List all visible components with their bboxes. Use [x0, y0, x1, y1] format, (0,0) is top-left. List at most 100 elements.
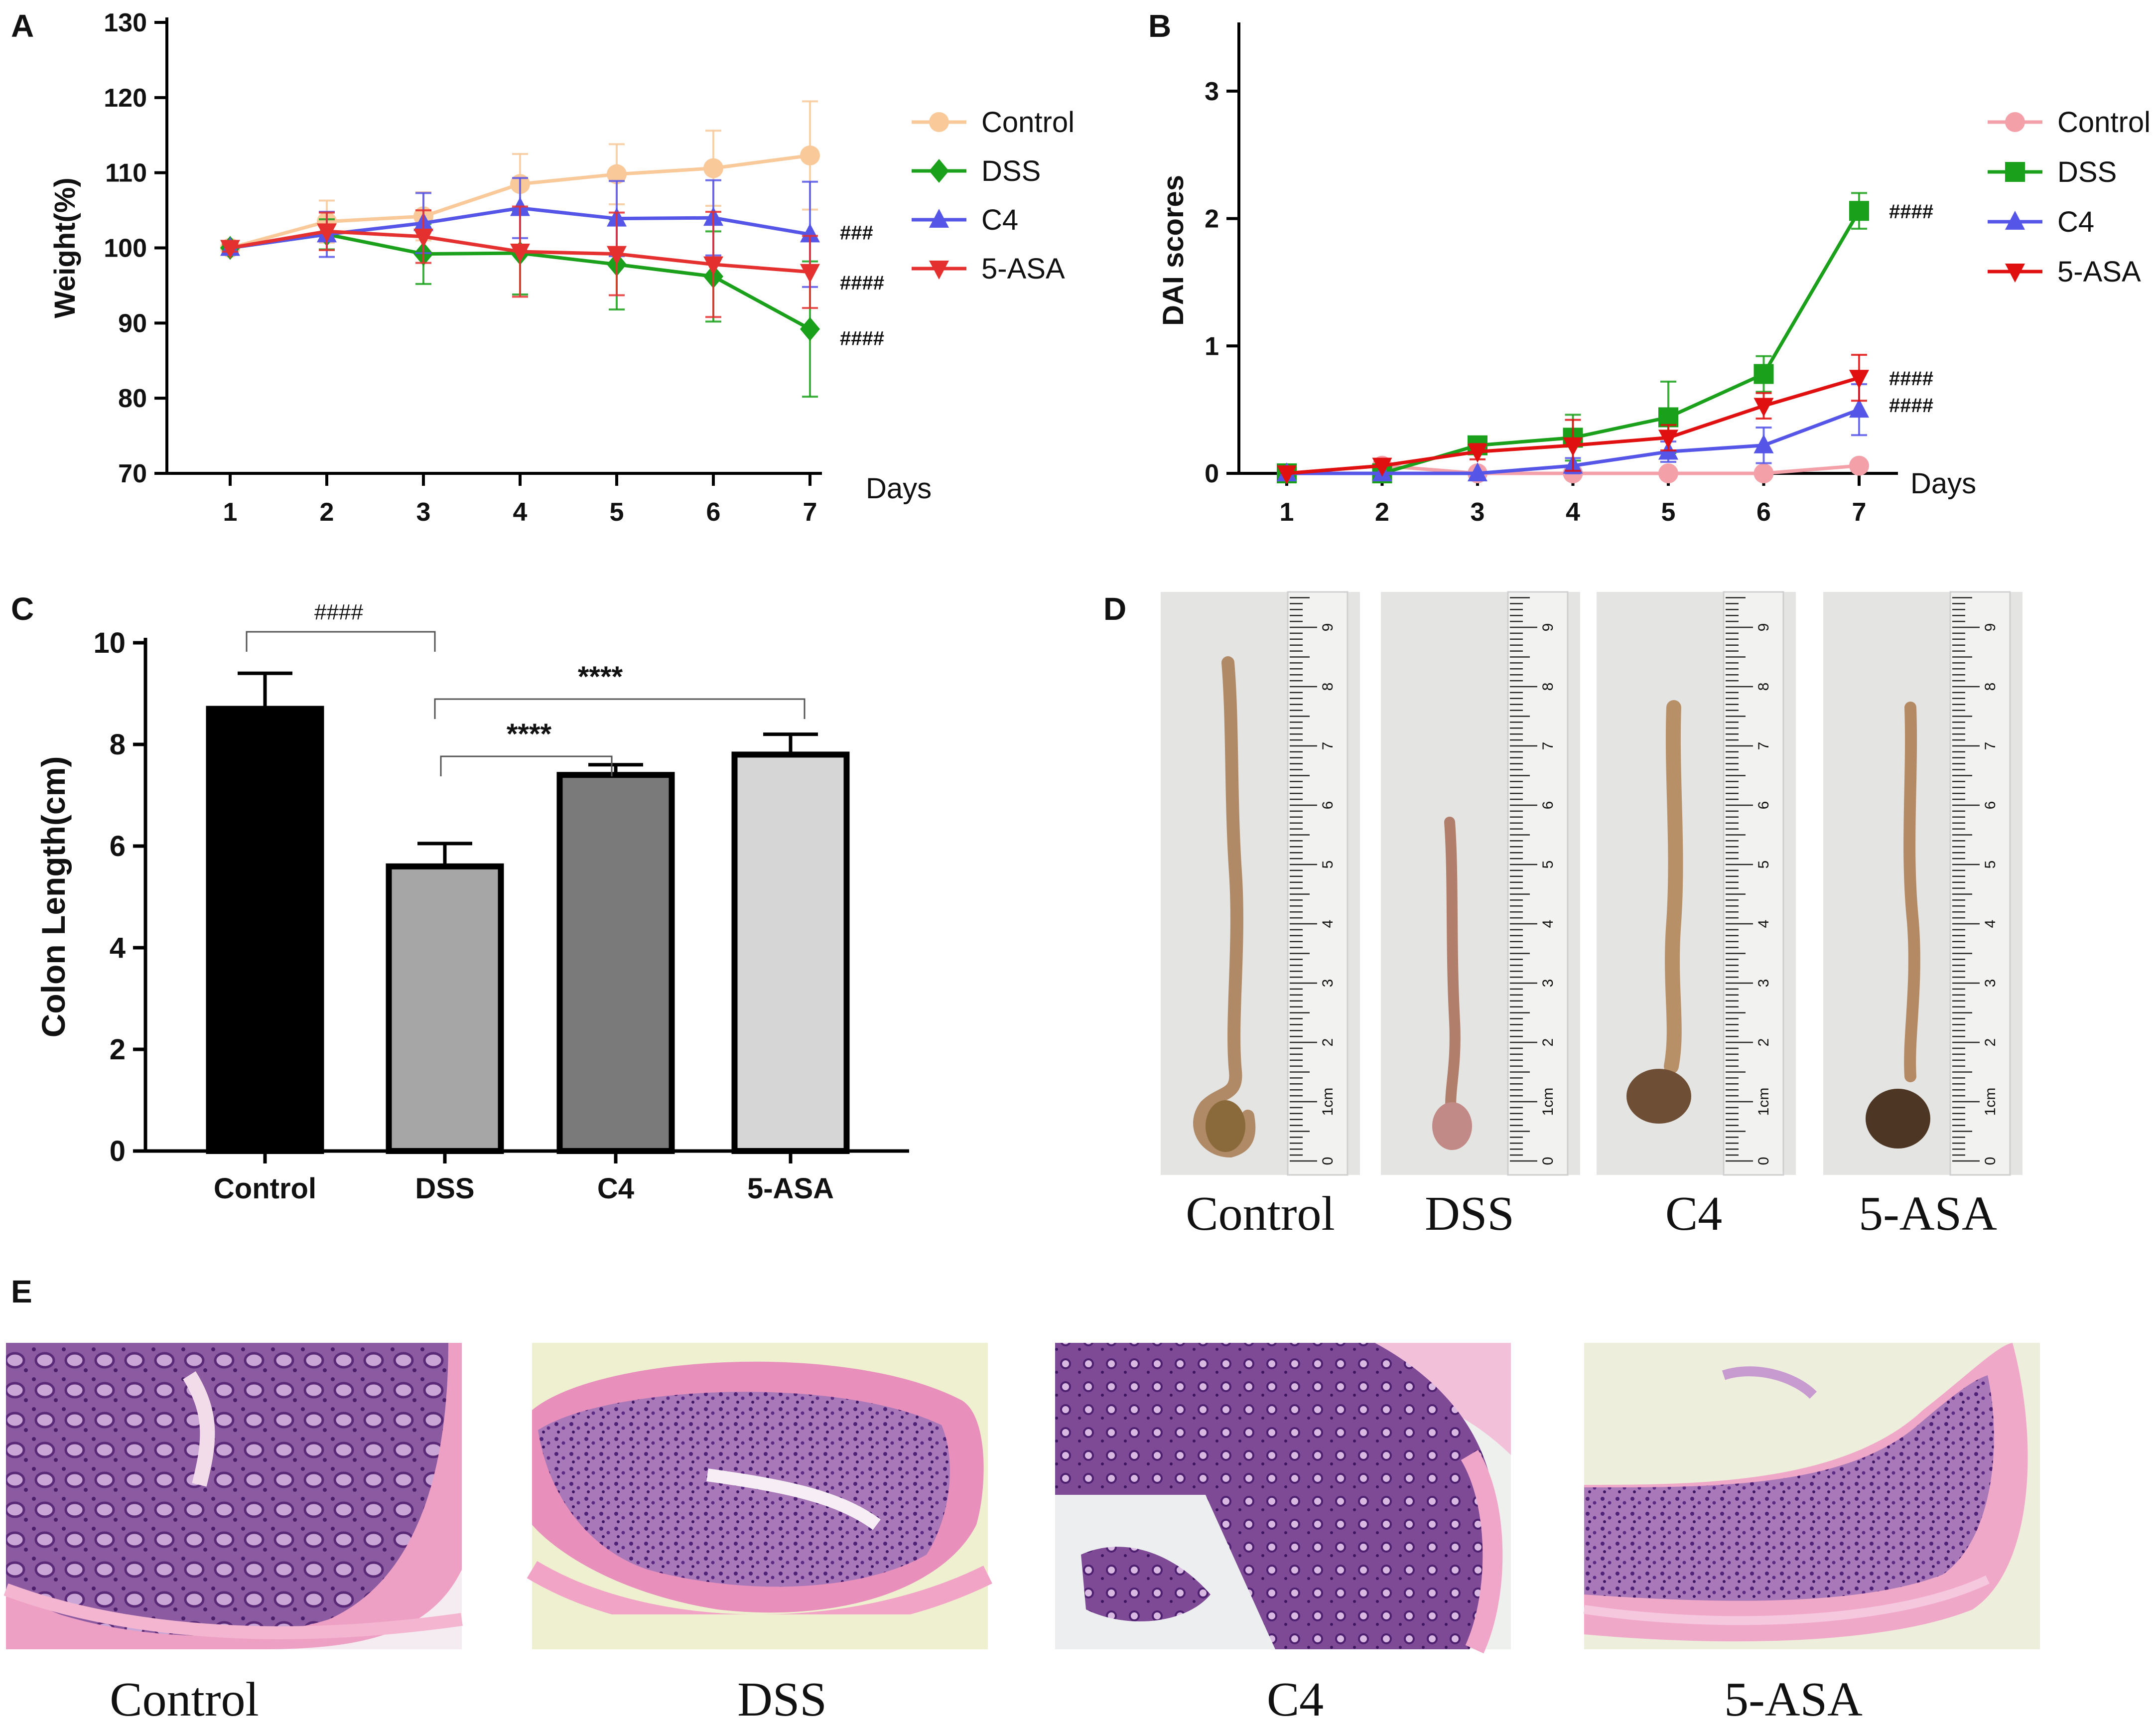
- y-tick-label: 10: [93, 627, 126, 659]
- legend-marker: [2005, 112, 2025, 132]
- ruler-number: 8: [1540, 683, 1556, 691]
- ruler-number: 6: [1540, 801, 1556, 810]
- y-tick-label: 8: [110, 728, 126, 761]
- data-point: [800, 264, 820, 283]
- data-point: [1753, 398, 1774, 417]
- y-axis-label: DAI scores: [1157, 175, 1190, 326]
- x-tick-label: 5: [1661, 498, 1676, 527]
- data-point: [220, 240, 240, 259]
- ruler-number: 2: [1540, 1038, 1556, 1047]
- x-tick-label: Control: [214, 1172, 316, 1205]
- data-point: [317, 223, 337, 243]
- legend-label: Control: [2057, 106, 2151, 139]
- x-tick-label: 7: [1852, 498, 1867, 527]
- data-point: [1658, 430, 1678, 449]
- ruler-number: 6: [1755, 801, 1772, 810]
- ruler-number: 8: [1755, 683, 1772, 691]
- significance-bracket: [434, 698, 806, 719]
- ruler-number: 0: [1320, 1157, 1336, 1165]
- ruler-number: 7: [1320, 742, 1336, 750]
- ruler-number: 2: [1320, 1038, 1336, 1047]
- ruler-number: 8: [1982, 683, 1999, 691]
- bar-control: [206, 706, 324, 1154]
- bar-c4: [556, 772, 675, 1154]
- data-point: [1277, 465, 1297, 484]
- legend-label: C4: [2057, 206, 2094, 238]
- data-point: [800, 223, 820, 243]
- legend-label: Control: [981, 106, 1075, 139]
- photo-caption-5asa: 5-ASA: [1859, 1187, 1997, 1241]
- panel-label-e: E: [11, 1274, 32, 1309]
- colon-photographs: 0 1cm 2 3 4 5 6 7 8 9 0 1cm 2 3 4 5 6 7 8 9 0 1cm 2 3 4 5 6 7 8 9 0 1cm…: [1161, 591, 2022, 1176]
- data-point: [413, 228, 433, 248]
- data-point: [703, 158, 723, 178]
- legend-marker: [929, 209, 949, 228]
- ruler-number: 2: [1755, 1038, 1772, 1047]
- significance-label: ****: [507, 718, 552, 750]
- data-point: [1849, 455, 1869, 476]
- data-point: [1658, 463, 1678, 483]
- x-tick-label: 3: [1471, 498, 1485, 527]
- y-tick-label: 100: [104, 234, 147, 263]
- bar-5-asa: [731, 751, 850, 1154]
- ruler-number: 9: [1320, 623, 1336, 632]
- data-point: [1753, 434, 1774, 453]
- ruler: [1287, 591, 1348, 1176]
- ruler-number: 4: [1755, 920, 1772, 928]
- ruler-number: 1cm: [1982, 1088, 1999, 1116]
- photo-caption-control: Control: [1186, 1187, 1335, 1241]
- data-point: [607, 164, 627, 184]
- photo-caption-dss: DSS: [1425, 1187, 1514, 1241]
- colon-tissue: [1903, 702, 1920, 1082]
- data-point: [800, 317, 820, 341]
- y-tick-label: 0: [110, 1135, 126, 1167]
- x-tick-label: C4: [597, 1172, 634, 1205]
- ruler-number: 3: [1320, 979, 1336, 988]
- data-point: [1849, 370, 1869, 389]
- ruler-number: 0: [1540, 1157, 1556, 1165]
- data-point: [1468, 443, 1487, 463]
- y-tick-label: 2: [110, 1033, 126, 1066]
- legend-marker: [2005, 211, 2025, 230]
- x-tick-label: 4: [1566, 498, 1580, 527]
- ruler-number: 3: [1755, 979, 1772, 988]
- significance-annotation: ####: [1889, 368, 1933, 390]
- ruler-number: 0: [1982, 1157, 1999, 1165]
- y-tick-label: 1: [1205, 332, 1219, 361]
- y-tick-label: 90: [118, 309, 147, 338]
- x-axis-label: Days: [1910, 467, 1976, 500]
- ruler-number: 2: [1982, 1038, 1999, 1047]
- x-tick-label: 4: [513, 498, 528, 527]
- x-tick-label: DSS: [415, 1172, 474, 1205]
- legend-marker: [2005, 162, 2025, 182]
- cecum: [1432, 1102, 1472, 1150]
- y-tick-label: 110: [105, 159, 147, 188]
- y-tick-label: 4: [110, 932, 126, 964]
- x-tick-label: 6: [1756, 498, 1771, 527]
- panel-label-a: A: [11, 8, 34, 44]
- series-5-asa: [1277, 354, 1869, 484]
- significance-bracket: [440, 755, 613, 776]
- data-point: [1753, 364, 1774, 384]
- y-tick-label: 3: [1205, 77, 1219, 106]
- y-axis-label: Colon Length(cm): [35, 756, 72, 1038]
- significance-bracket: [246, 631, 436, 652]
- significance-annotation: ####: [1889, 201, 1933, 223]
- y-tick-label: 0: [1205, 459, 1219, 488]
- ruler: [1507, 591, 1569, 1176]
- ruler-number: 8: [1320, 683, 1336, 691]
- legend-label: DSS: [981, 155, 1041, 187]
- data-point: [1372, 457, 1392, 477]
- weight-chart: 70 80 90 100 110 120 130 1 2 3 4 5 6 7 Days Weight(%) Co…: [49, 8, 1075, 527]
- panel-label-d: D: [1103, 591, 1127, 627]
- x-tick-label: 5-ASA: [747, 1172, 834, 1205]
- data-point: [1753, 463, 1774, 483]
- ruler-number: 1cm: [1320, 1088, 1336, 1116]
- ruler-number: 7: [1540, 742, 1556, 750]
- y-tick-label: 80: [118, 384, 147, 413]
- legend-label: 5-ASA: [2057, 256, 2141, 288]
- x-tick-label: 1: [223, 498, 238, 527]
- histology-caption-dss: DSS: [737, 1673, 827, 1727]
- histology-images: [3, 1343, 2040, 1654]
- significance-annotation: ####: [840, 327, 884, 349]
